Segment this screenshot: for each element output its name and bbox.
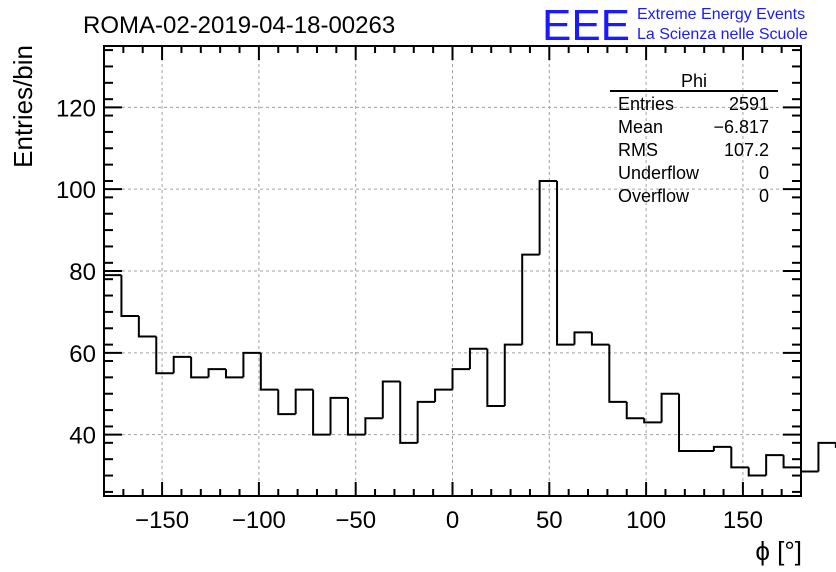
histogram-bin — [800, 467, 819, 473]
stats-row-value: 2591 — [729, 94, 769, 114]
histogram-bin — [137, 316, 157, 338]
histogram-bin — [590, 332, 610, 346]
x-tick-label: −100 — [232, 507, 286, 534]
histogram-bin — [434, 388, 453, 402]
stats-row-label: Underflow — [618, 163, 700, 183]
eee-logo: EEE — [542, 1, 630, 50]
histogram-bin — [608, 344, 627, 403]
histogram-bin — [242, 351, 261, 378]
axis-ticks — [104, 46, 801, 496]
histogram-bin — [573, 331, 592, 345]
x-tick-label: −150 — [135, 507, 189, 534]
histogram-bin — [660, 392, 680, 423]
x-tick-label: 50 — [536, 507, 563, 534]
histogram-bin — [468, 347, 488, 370]
stats-row-label: Entries — [618, 94, 674, 114]
histogram-bin — [817, 441, 836, 472]
histogram-bin — [643, 418, 662, 424]
histogram-bin — [521, 253, 540, 345]
stats-row-label: Overflow — [618, 186, 690, 206]
y-tick-label: 80 — [69, 259, 96, 286]
histogram-bin — [277, 389, 296, 416]
y-tick-label: 100 — [56, 177, 96, 204]
histogram-bin — [712, 445, 732, 451]
x-tick-label: 0 — [446, 507, 459, 534]
histogram-bin — [329, 396, 348, 435]
histogram-bin — [190, 356, 209, 379]
y-axis-label: Entries/bin — [8, 45, 38, 168]
y-tick-label: 120 — [56, 95, 96, 122]
y-tick-label: 60 — [69, 341, 96, 368]
histogram-bin — [120, 275, 139, 317]
stats-row-value: 107.2 — [724, 140, 769, 160]
histogram-bin — [155, 336, 174, 375]
histogram-bin — [730, 446, 749, 469]
stats-row-label: RMS — [618, 140, 658, 160]
x-tick-labels: −150 −100 −50 0 50 100 150 — [135, 507, 763, 534]
logo-caption-line2: La Scienza nelle Scuole — [637, 26, 808, 43]
histogram-bin — [207, 368, 226, 378]
histogram-bin — [416, 400, 436, 443]
histogram-bin — [556, 181, 575, 346]
logo-caption-line1: Extreme Energy Events — [637, 6, 805, 23]
x-tick-label: 150 — [723, 507, 763, 534]
histogram-bin — [259, 352, 279, 391]
histogram-bin — [625, 401, 645, 420]
histogram-bin — [451, 368, 470, 390]
x-axis-label: ϕ [°] — [755, 536, 802, 566]
stats-row-value: 0 — [759, 186, 769, 206]
histogram-bin — [747, 467, 767, 477]
stats-row-value: −6.817 — [713, 117, 769, 137]
histogram-bin — [399, 381, 418, 444]
stats-rows: Entries 2591 Mean −6.817 RMS 107.2 Underflow 0 O… — [618, 94, 769, 206]
chart-title: ROMA-02-2019-04-18-00263 — [83, 12, 395, 39]
histogram-bin — [172, 355, 192, 374]
stats-row-label: Mean — [618, 117, 663, 137]
histogram-bin — [678, 393, 697, 452]
histogram-bin — [381, 380, 401, 419]
y-tick-labels: 40 60 80 100 120 — [56, 95, 96, 449]
histogram-bin — [765, 454, 784, 476]
grid-lines — [104, 46, 801, 496]
y-tick-label: 40 — [69, 423, 96, 450]
histogram-bin — [503, 343, 523, 406]
histogram-bin — [364, 417, 383, 435]
stats-box: Phi Entries 2591 Mean −6.817 RMS 107.2 Underfl… — [610, 71, 778, 206]
plot-frame — [103, 45, 802, 497]
x-tick-label: −50 — [335, 507, 376, 534]
histogram-bins — [103, 180, 836, 496]
histogram-bin — [538, 180, 558, 255]
stats-row-value: 0 — [759, 163, 769, 183]
stats-title: Phi — [681, 71, 707, 91]
histogram-bin — [782, 455, 801, 469]
histogram-bin — [224, 369, 244, 379]
histogram-bin — [294, 388, 314, 415]
x-tick-label: 100 — [626, 507, 666, 534]
histogram-bin — [103, 274, 122, 496]
histogram-bin — [312, 389, 331, 436]
histogram-bin — [346, 397, 366, 436]
histogram-bin — [486, 348, 505, 407]
